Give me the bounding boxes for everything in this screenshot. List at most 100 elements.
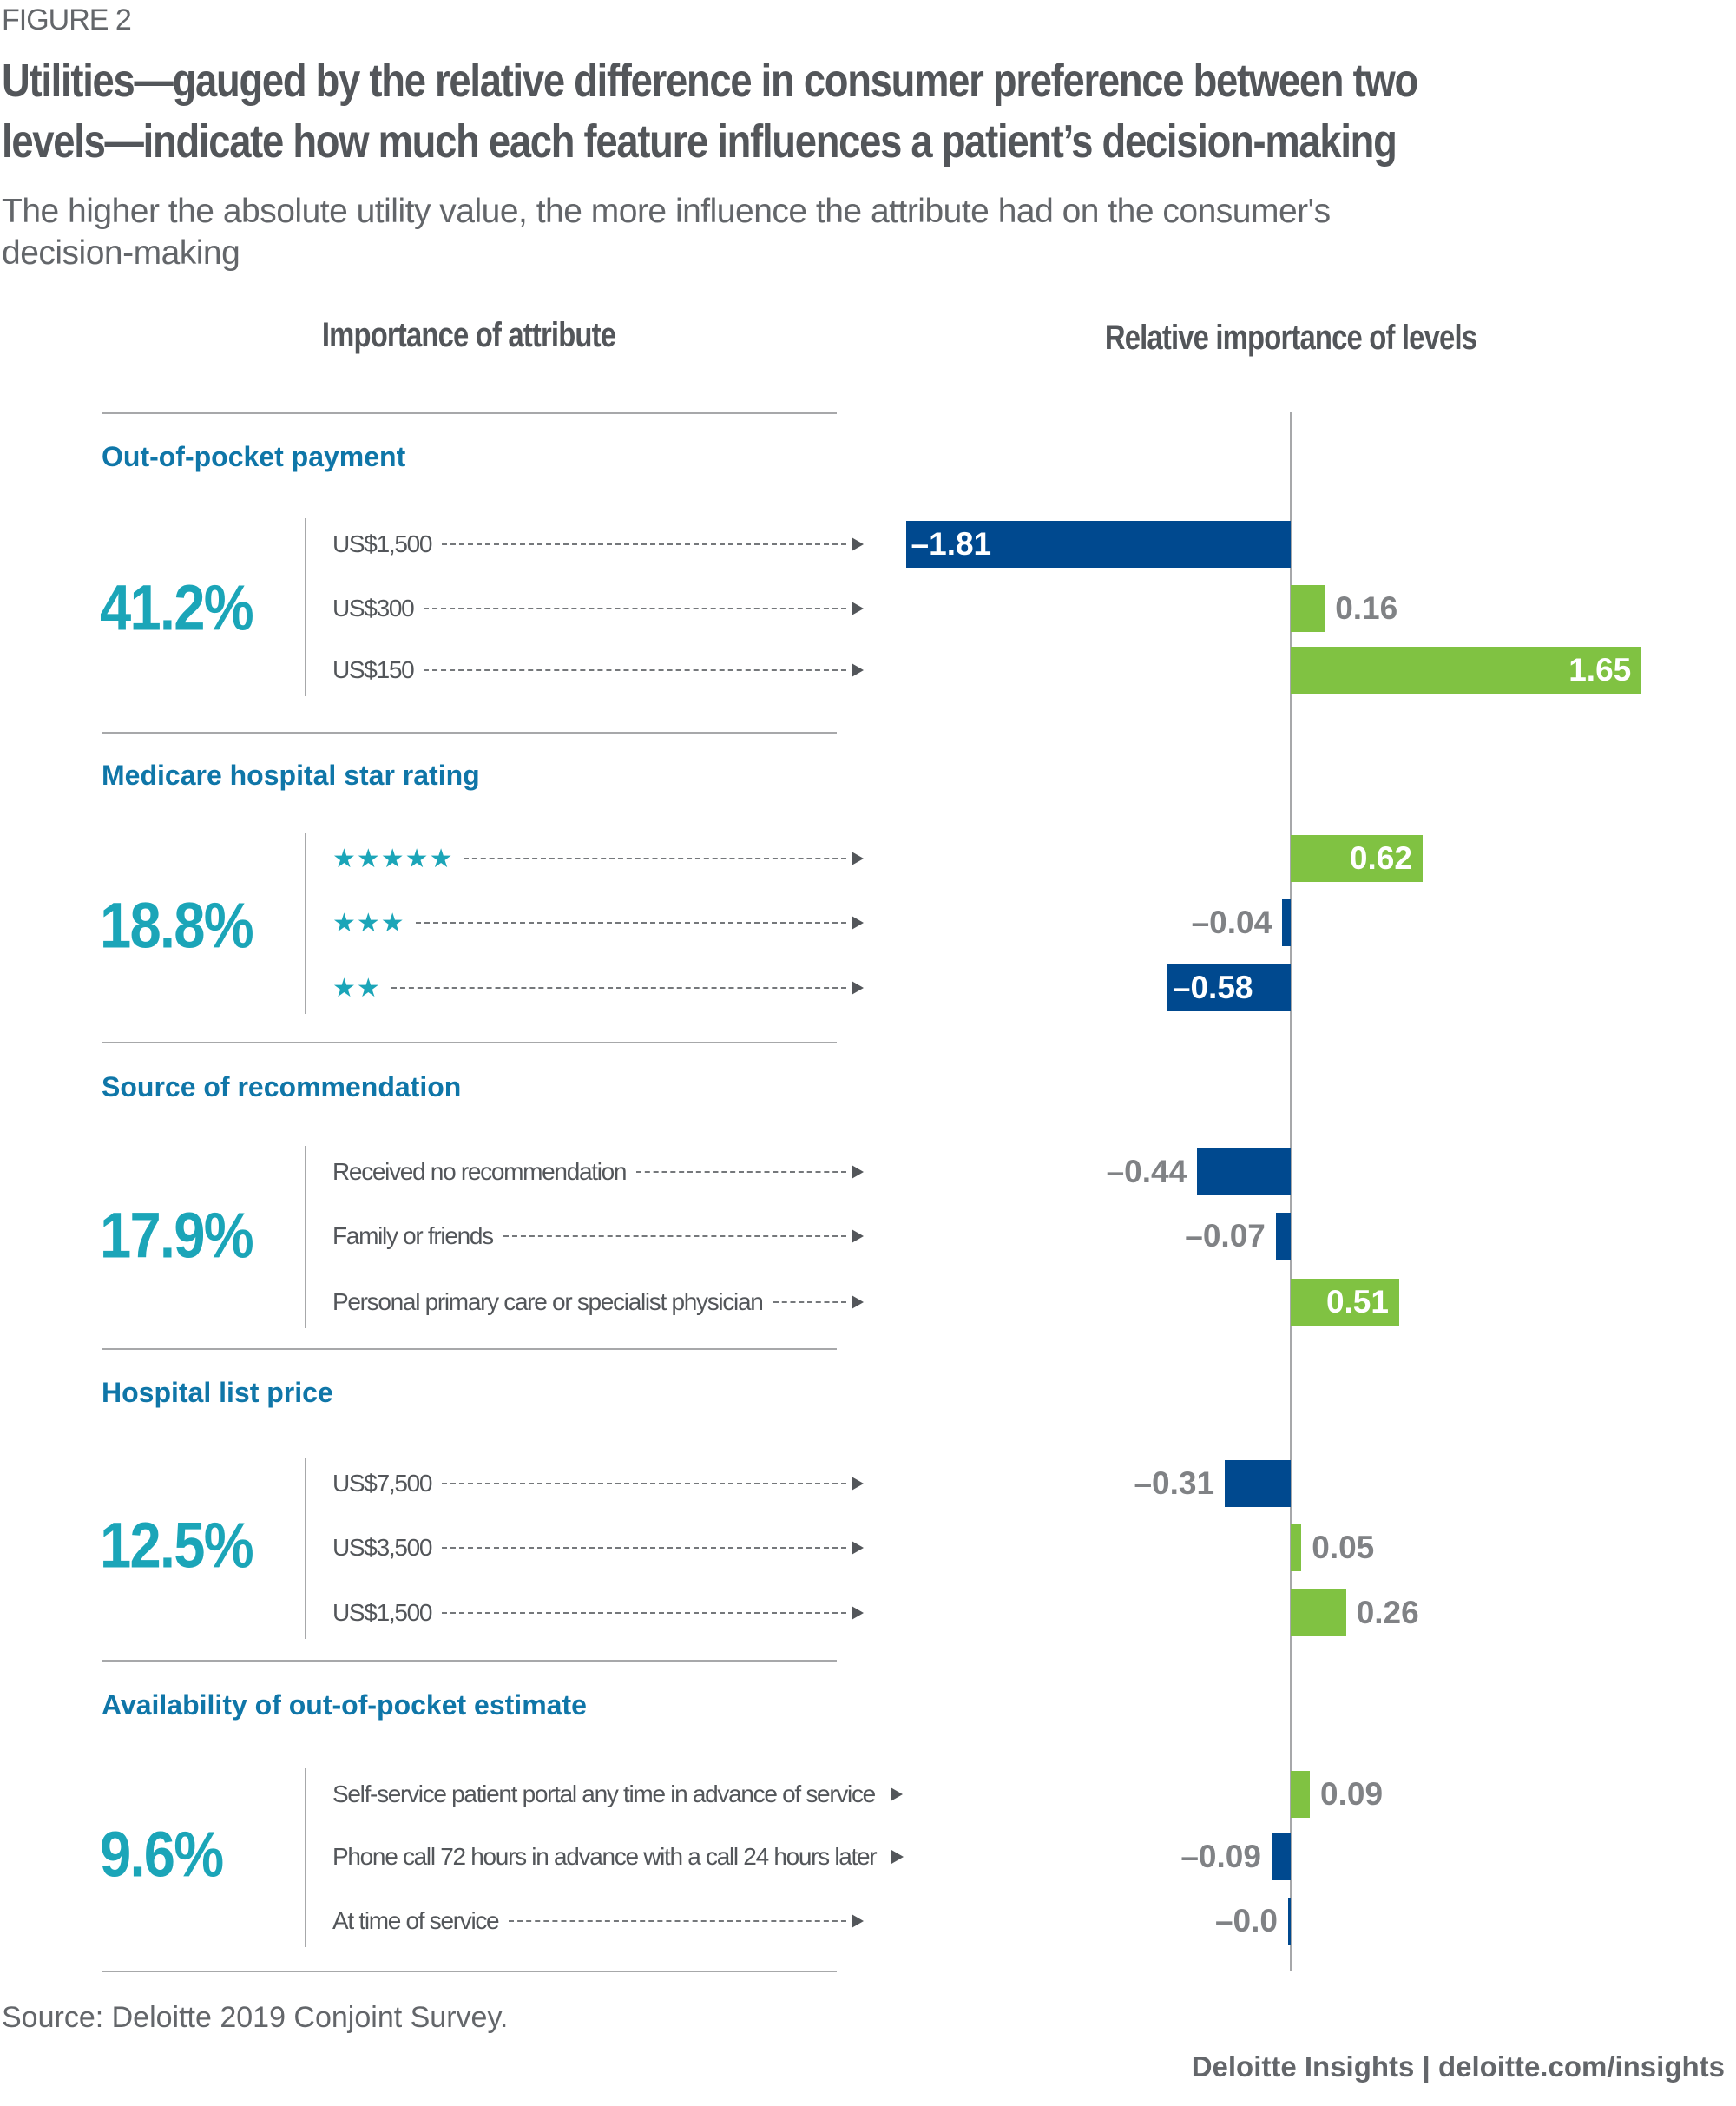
level-label: Phone call 72 hours in advance with a ca… [332,1843,878,1870]
dashed-leader [464,858,846,859]
footer-credit: Deloitte Insights | deloitte.com/insight… [1191,2050,1725,2083]
bar [1291,1279,1399,1326]
section-header: Hospital list price [102,1377,333,1408]
dashed-leader [442,543,846,545]
arrow-icon [852,916,864,930]
divider [102,1660,837,1662]
arrow-icon [891,1850,904,1864]
dashed-leader [773,1301,846,1303]
arrow-icon [852,1541,864,1555]
level-row: Family or friends [332,1219,864,1254]
divider [102,732,837,734]
figure-label: FIGURE 2 [2,3,132,36]
title-line-1: Utilities—gauged by the relative differe… [2,55,1418,107]
arrow-icon [890,1787,903,1801]
level-label: Personal primary care or specialist phys… [332,1288,764,1315]
importance-percent: 9.6% [100,1818,224,1891]
dashed-leader [509,1920,846,1922]
bar-value-label: 0.26 [1356,1595,1419,1630]
level-row: Personal primary care or specialist phys… [332,1285,864,1320]
bar-value-label: –0.04 [1191,905,1272,940]
bar [1291,835,1423,882]
level-label: Self-service patient portal any time in … [332,1780,876,1807]
arrow-icon [852,663,864,677]
bar-value-label: 0.51 [1325,1284,1389,1320]
bar [1275,1213,1291,1260]
level-label: US$1,500 [332,1599,432,1626]
zero-axis [1290,412,1292,1971]
bar [1291,647,1642,694]
arrow-icon [852,602,864,615]
arrow-icon [852,1295,864,1309]
level-row: Received no recommendation [332,1155,864,1189]
divider [102,412,837,414]
bracket-line [305,1768,306,1947]
bar-value-label: 0.16 [1335,590,1398,626]
bar-value-label: –0.07 [1185,1218,1266,1254]
dashed-leader [636,1171,846,1173]
source-note: Source: Deloitte 2019 Conjoint Survey. [2,2001,509,2034]
level-label: US$1,500 [332,530,432,557]
arrow-icon [852,981,864,995]
dashed-leader [424,608,846,609]
bar-value-label: 0.09 [1320,1776,1384,1812]
bar [1291,585,1325,632]
dashed-leader [503,1235,846,1237]
arrow-icon [852,1914,864,1928]
level-row: ★★★★★ [332,841,864,876]
divider [102,1348,837,1350]
level-row: Self-service patient portal any time in … [332,1777,903,1812]
bar [1197,1148,1291,1195]
level-label: At time of service [332,1907,500,1934]
bar-value-label: –1.81 [911,526,992,562]
title-line-2: levels—indicate how much each feature in… [2,115,1397,168]
arrow-icon [852,1229,864,1243]
importance-percent: 12.5% [100,1509,254,1582]
level-label: Family or friends [332,1222,494,1249]
level-row: US$300 [332,591,864,626]
level-row: US$7,500 [332,1466,864,1501]
star-rating-icon: ★★★★★ [332,844,454,873]
bar [1291,1524,1302,1571]
bar-value-label: –0.0 [1214,1903,1278,1938]
section-header: Out-of-pocket payment [102,441,406,472]
bar [1282,899,1291,946]
divider [102,1042,837,1043]
arrow-icon [852,1165,864,1179]
arrow-icon [852,1477,864,1491]
dashed-leader [415,922,846,924]
bracket-line [305,1146,306,1328]
left-column-header: Importance of attribute [321,316,616,354]
right-column-header: Relative importance of levels [1104,319,1477,357]
bar [1225,1460,1291,1507]
bar [1167,964,1291,1011]
dashed-leader [442,1547,846,1549]
bar-value-label: –0.09 [1180,1839,1261,1874]
dashed-leader [442,1612,846,1614]
subtitle-line-2: decision-making [2,234,240,272]
bar [1271,1833,1291,1880]
bracket-line [305,833,306,1014]
level-row: Phone call 72 hours in advance with a ca… [332,1839,904,1874]
level-label: US$7,500 [332,1470,432,1497]
bar [1288,1898,1291,1945]
bracket-line [305,518,306,696]
bracket-line [305,1458,306,1639]
level-label: US$150 [332,656,415,683]
level-label: US$300 [332,595,415,622]
bar [1291,1771,1311,1818]
arrow-icon [852,1606,864,1620]
arrow-icon [852,537,864,551]
level-row: ★★ [332,971,864,1005]
section-header: Medicare hospital star rating [102,760,480,791]
importance-percent: 18.8% [100,889,254,962]
arrow-icon [852,852,864,865]
level-row: US$1,500 [332,527,864,562]
bar [905,521,1291,568]
level-row: ★★★ [332,905,864,940]
dashed-leader [391,987,846,989]
section-header: Availability of out-of-pocket estimate [102,1689,587,1721]
section-header: Source of recommendation [102,1071,462,1102]
bar-value-label: –0.58 [1172,970,1253,1005]
